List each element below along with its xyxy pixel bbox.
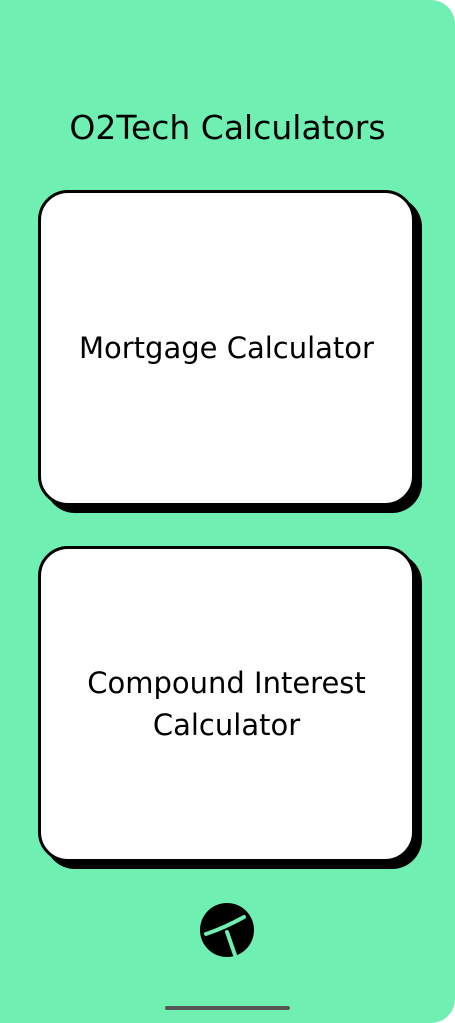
mortgage-calculator-label: Mortgage Calculator [79, 331, 374, 365]
compound-interest-calculator-label: Compound Interest Calculator [87, 666, 366, 742]
mortgage-calculator-button[interactable]: Mortgage Calculator [38, 190, 415, 506]
o2tech-logo-icon [200, 903, 254, 957]
page-title: O2Tech Calculators [69, 108, 386, 147]
home-indicator[interactable] [165, 1006, 290, 1010]
compound-interest-calculator-button[interactable]: Compound Interest Calculator [38, 546, 415, 862]
